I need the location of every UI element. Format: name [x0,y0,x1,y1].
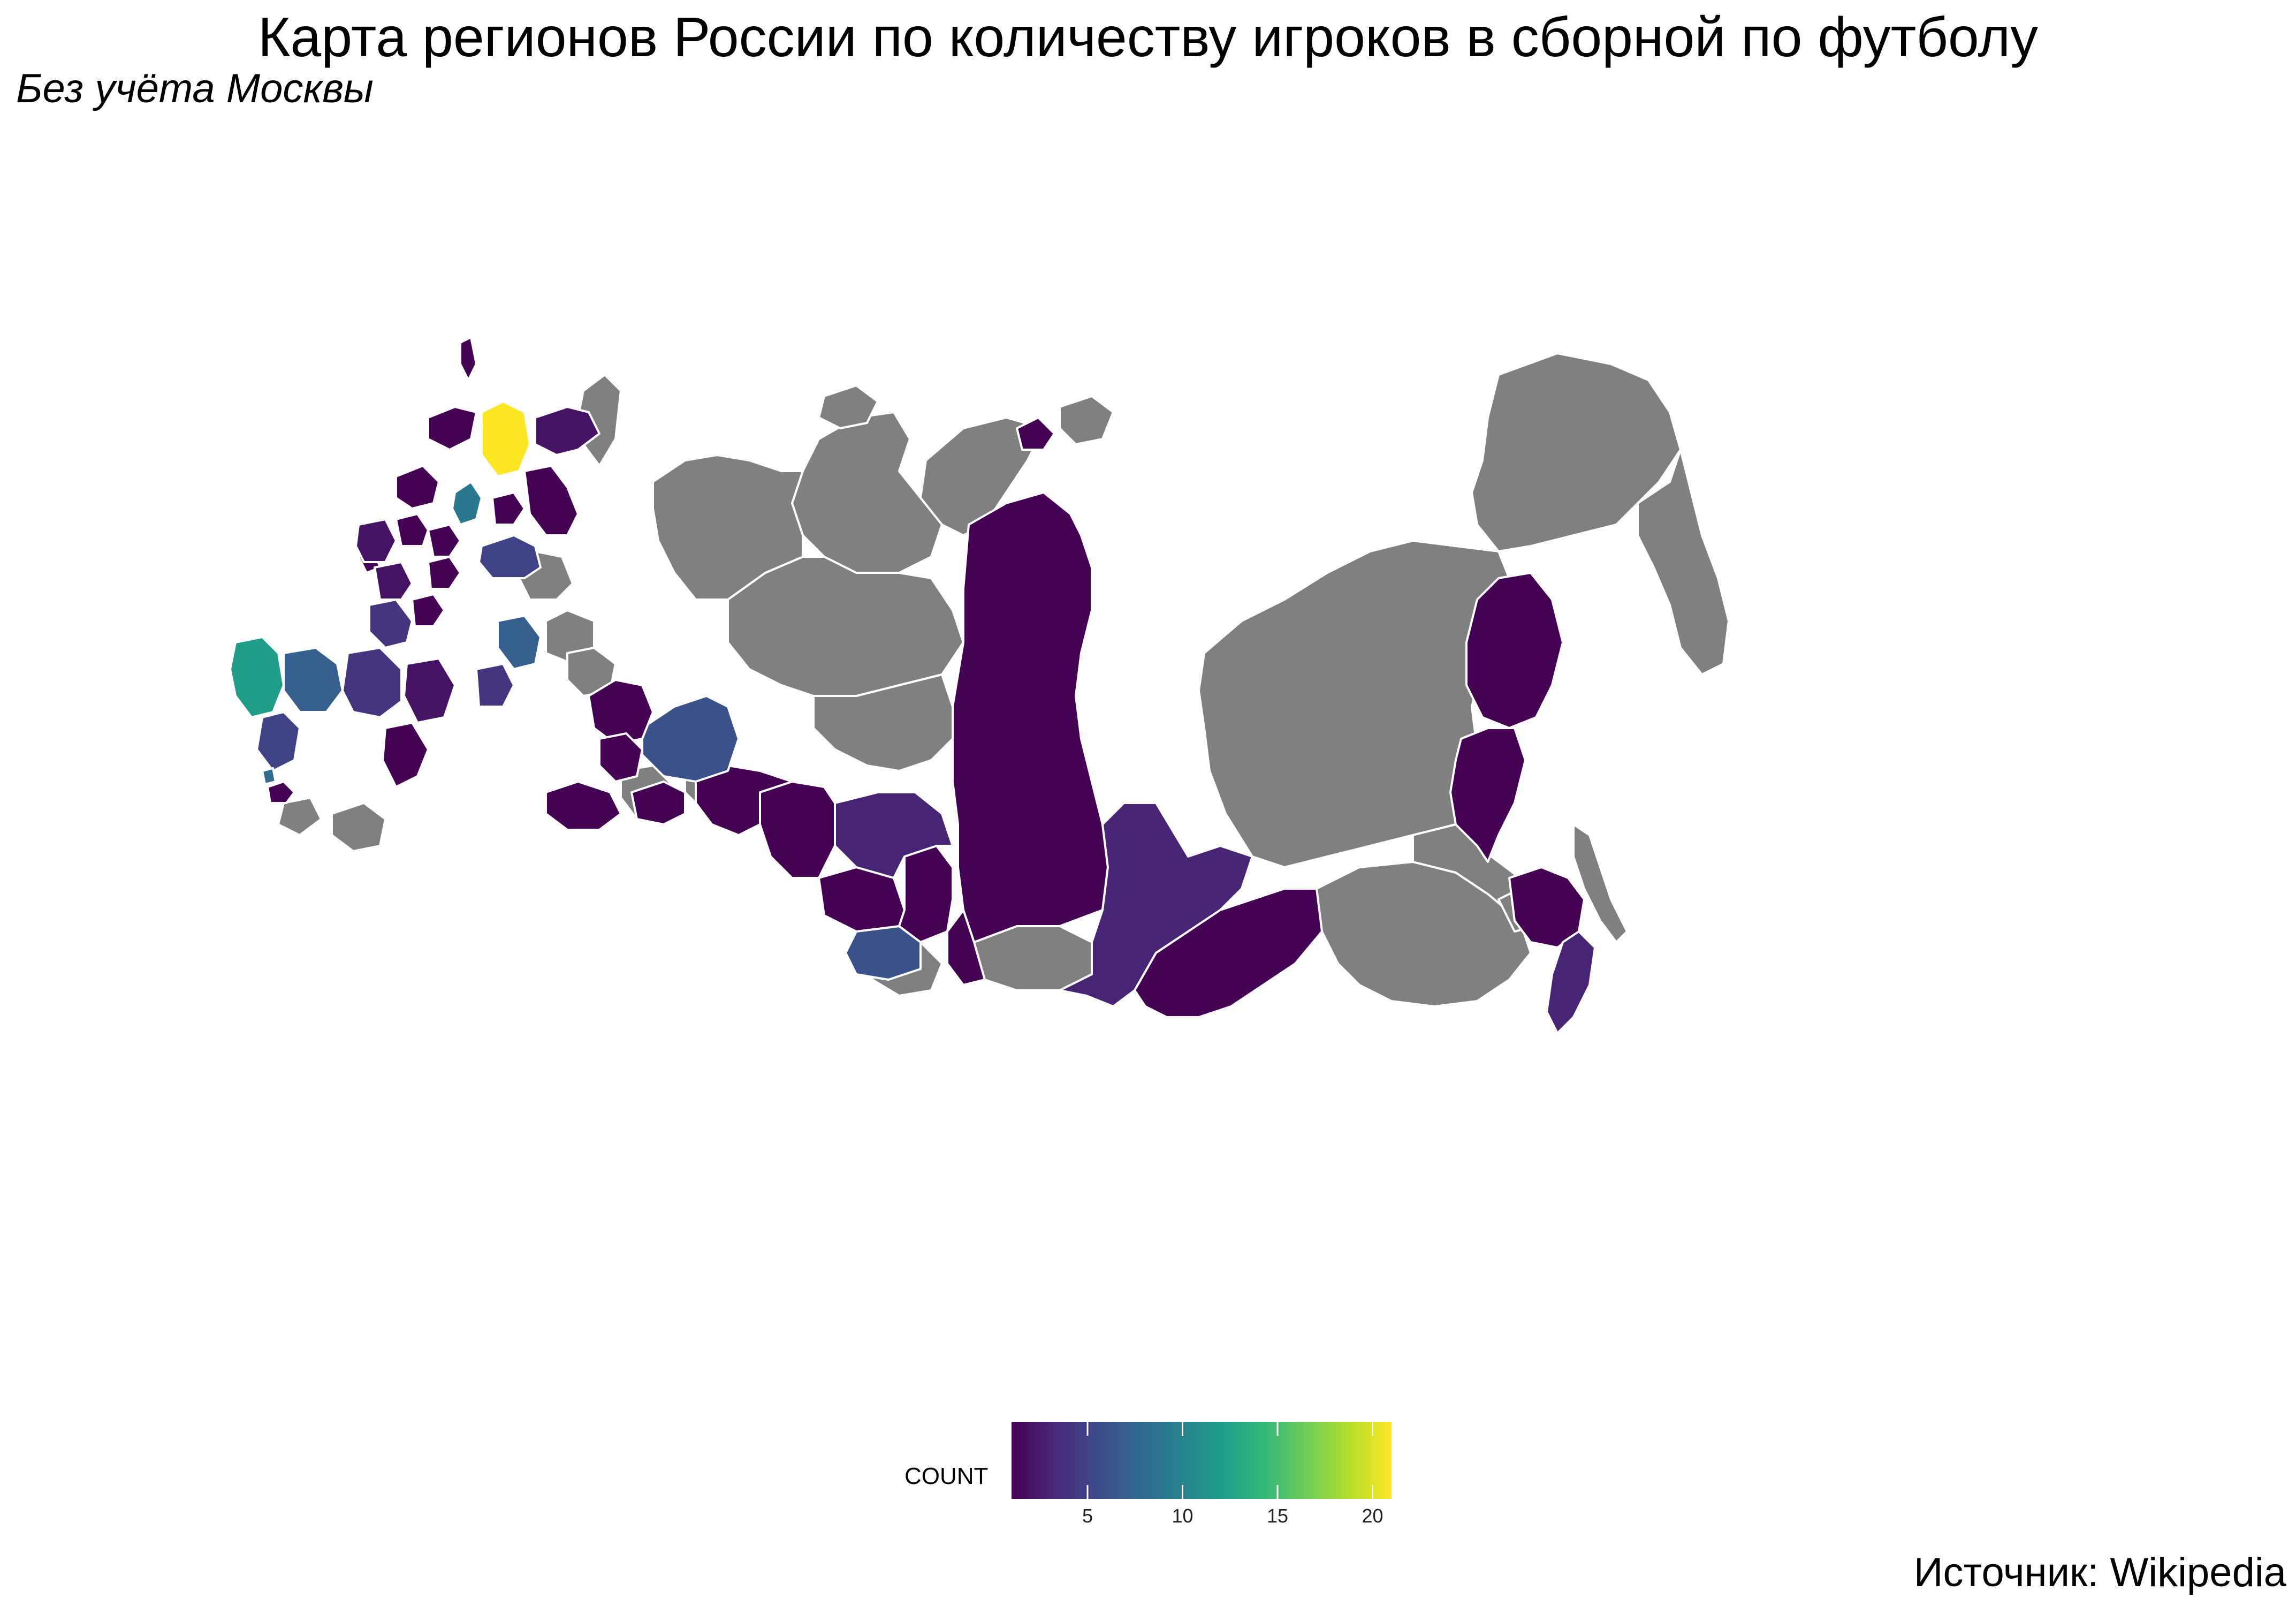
region-voronezh [341,647,402,718]
region-kemerovo [898,845,954,943]
region-chelyabinsk [630,781,686,825]
region-tyumen-south [695,764,793,836]
legend-tick-label: 20 [1362,1505,1383,1527]
region-primorye [1546,930,1596,1034]
region-bryansk [374,561,413,601]
region-yamal [791,411,943,574]
region-krasnoyarsk [952,491,1109,943]
region-buryatia [1134,888,1323,1018]
region-rostov [283,647,344,713]
region-kursk [368,599,413,649]
region-novaya-zemlya [459,336,477,381]
color-legend: COUNT 5 10 15 20 [899,1413,1413,1536]
region-kaluga [427,524,461,558]
region-khanty-mansi [727,556,964,697]
region-magadan [1465,572,1564,729]
region-tver [395,513,429,547]
region-omsk [759,781,836,879]
map-subtitle: Без учёта Москвы [16,66,374,111]
region-adygea [261,767,277,785]
region-komi [652,454,804,601]
region-irkutsk [1059,802,1253,1007]
map-title: Карта регионов России по количеству игро… [257,6,2039,69]
region-krasnodar [229,636,285,718]
region-novosibirsk [834,791,954,879]
region-tomsk [812,673,954,772]
region-karelia-north [481,400,531,478]
region-murmansk-west [427,406,477,451]
region-belgorod-east [411,593,445,627]
region-kamchatka [1637,449,1730,676]
region-chechnya-gray [331,802,386,852]
region-north-islands [818,384,879,429]
region-vologda [451,481,483,526]
region-samara [497,615,542,670]
region-taimyr-gray [919,416,1045,536]
region-leningrad [395,465,440,510]
source-caption: Источник: Wikipedia [1913,1550,2286,1595]
region-crimea-gray [277,797,322,836]
region-nizhny [478,534,542,579]
legend-tick-label: 15 [1267,1505,1288,1527]
region-perm [588,679,654,745]
region-dagestan [267,781,295,804]
legend-colorbar: 5 10 15 20 [1012,1422,1392,1527]
region-sakhalin [1572,823,1628,943]
region-smolensk [355,518,397,563]
region-chukotka [1471,352,1682,552]
legend-tick-label: 5 [1082,1505,1093,1527]
region-severnaya-zemlya [1059,395,1114,445]
region-yaroslavl [491,491,526,526]
region-stavropol [256,711,301,772]
region-arkhangelsk-north [534,406,600,456]
region-orenburg [545,781,622,831]
region-sverdlovsk [641,695,740,783]
region-tatarstan [475,663,515,708]
russia-choropleth-map [229,336,1730,1034]
legend-tick-label: 10 [1172,1505,1193,1527]
region-vladimir [427,556,461,590]
region-khabarovsk [1449,727,1526,863]
region-arkhangelsk-south [523,465,579,536]
region-taimyr-islands [1016,416,1055,451]
region-bashkortostan [598,732,643,783]
legend-title: COUNT [904,1463,989,1489]
region-saratov [403,657,456,724]
region-volgograd-south [382,722,429,788]
